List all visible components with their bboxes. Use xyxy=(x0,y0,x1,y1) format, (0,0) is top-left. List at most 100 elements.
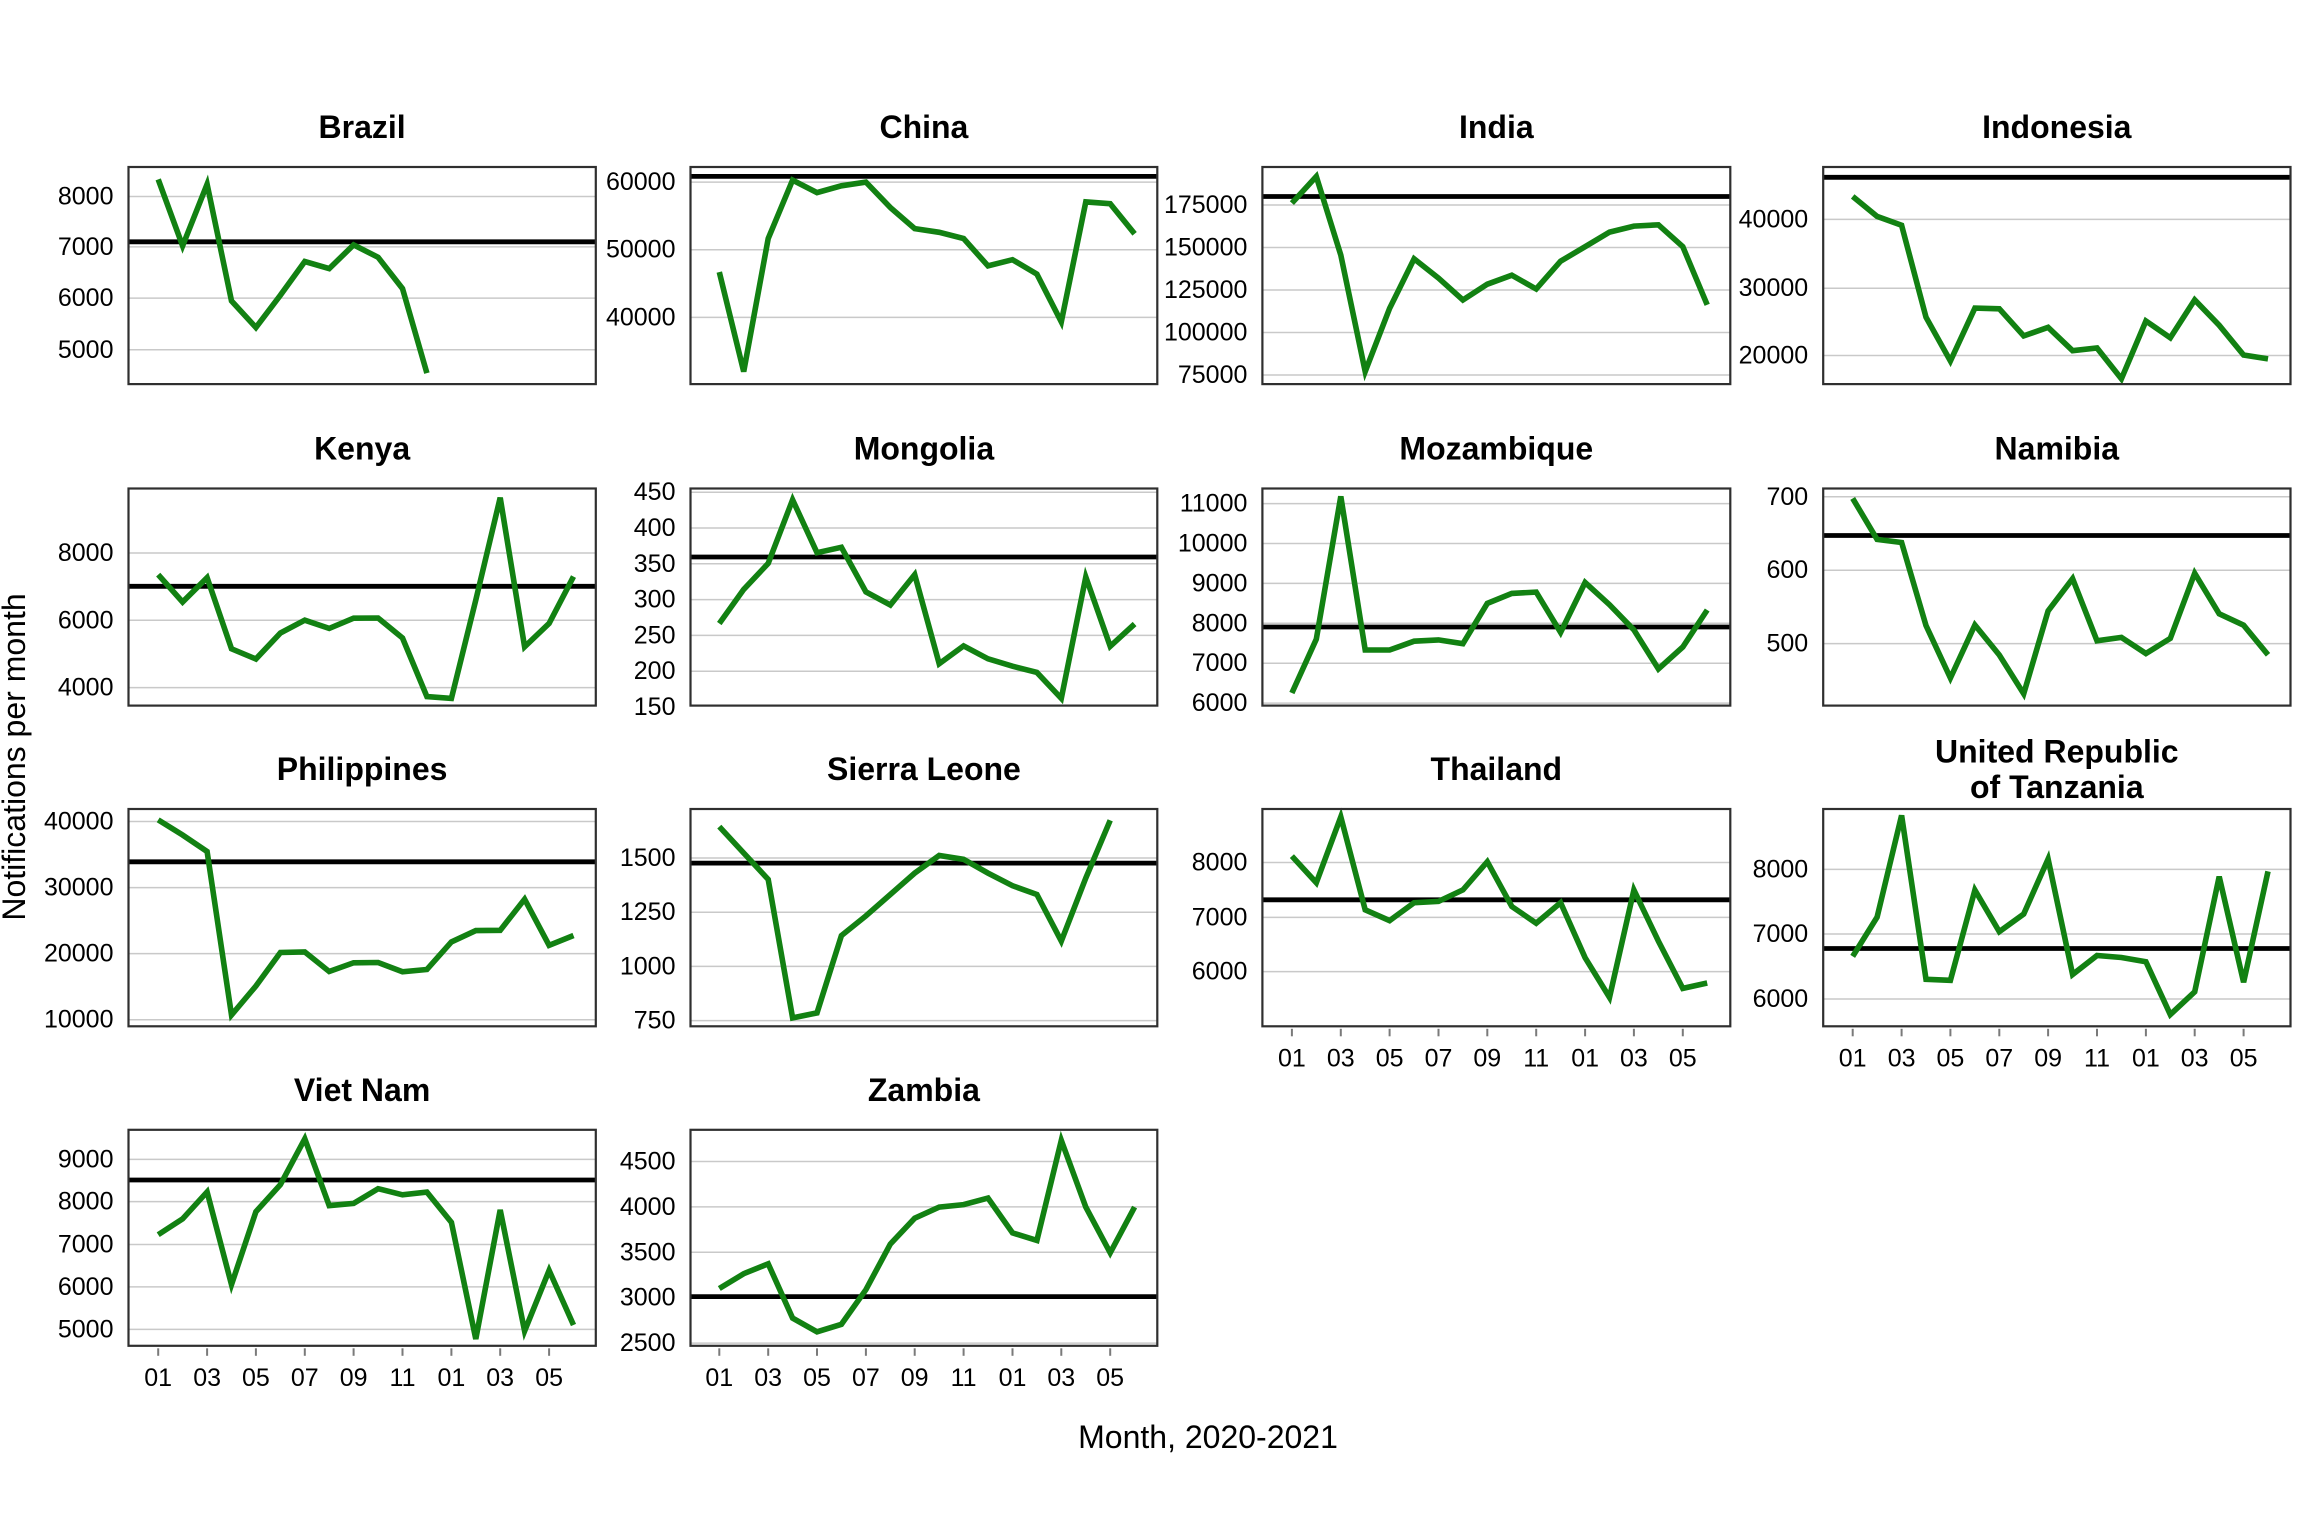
svg-text:7000: 7000 xyxy=(1753,920,1809,948)
svg-text:01: 01 xyxy=(1571,1045,1599,1073)
svg-text:03: 03 xyxy=(2181,1045,2209,1073)
svg-text:1500: 1500 xyxy=(620,844,676,872)
svg-text:Namibia: Namibia xyxy=(1995,431,2120,467)
svg-text:7000: 7000 xyxy=(1192,649,1248,677)
svg-text:05: 05 xyxy=(242,1364,270,1392)
svg-text:175000: 175000 xyxy=(1164,191,1247,219)
svg-text:150000: 150000 xyxy=(1164,234,1247,262)
svg-text:01: 01 xyxy=(2132,1045,2160,1073)
svg-text:01: 01 xyxy=(437,1364,465,1392)
svg-text:11: 11 xyxy=(951,1364,977,1392)
svg-text:8000: 8000 xyxy=(1753,855,1809,883)
svg-text:50000: 50000 xyxy=(606,236,676,264)
svg-text:03: 03 xyxy=(1327,1045,1355,1073)
svg-text:01: 01 xyxy=(144,1364,172,1392)
svg-text:6000: 6000 xyxy=(1192,958,1248,986)
svg-text:8000: 8000 xyxy=(58,539,114,567)
svg-text:6000: 6000 xyxy=(58,1273,114,1301)
svg-text:150: 150 xyxy=(634,693,676,721)
svg-text:250: 250 xyxy=(634,621,676,649)
svg-text:11: 11 xyxy=(390,1364,416,1392)
svg-text:11: 11 xyxy=(2084,1045,2110,1073)
svg-text:7000: 7000 xyxy=(58,233,114,261)
svg-text:300: 300 xyxy=(634,586,676,614)
svg-text:8000: 8000 xyxy=(1192,849,1248,877)
svg-text:75000: 75000 xyxy=(1178,361,1248,389)
svg-text:30000: 30000 xyxy=(1739,274,1809,302)
svg-text:01: 01 xyxy=(999,1364,1027,1392)
svg-text:8000: 8000 xyxy=(58,183,114,211)
svg-text:05: 05 xyxy=(1096,1364,1124,1392)
svg-text:4500: 4500 xyxy=(620,1148,676,1176)
svg-text:20000: 20000 xyxy=(1739,342,1809,370)
svg-text:6000: 6000 xyxy=(1753,985,1809,1013)
svg-text:Zambia: Zambia xyxy=(868,1072,980,1108)
svg-text:China: China xyxy=(879,109,968,145)
svg-text:2500: 2500 xyxy=(620,1329,676,1357)
svg-text:11: 11 xyxy=(1523,1045,1549,1073)
svg-text:10000: 10000 xyxy=(1178,530,1248,558)
svg-text:40000: 40000 xyxy=(1739,205,1809,233)
svg-text:09: 09 xyxy=(2034,1045,2062,1073)
svg-text:01: 01 xyxy=(1278,1045,1306,1073)
svg-text:750: 750 xyxy=(634,1007,676,1035)
svg-text:07: 07 xyxy=(1425,1045,1453,1073)
svg-text:3000: 3000 xyxy=(620,1284,676,1312)
svg-text:3500: 3500 xyxy=(620,1238,676,1266)
svg-text:03: 03 xyxy=(1620,1045,1648,1073)
svg-text:05: 05 xyxy=(535,1364,563,1392)
svg-text:05: 05 xyxy=(803,1364,831,1392)
svg-text:11000: 11000 xyxy=(1180,490,1248,518)
svg-text:20000: 20000 xyxy=(44,940,114,968)
svg-text:Indonesia: Indonesia xyxy=(1982,109,2132,145)
svg-text:4000: 4000 xyxy=(58,674,114,702)
svg-text:1000: 1000 xyxy=(620,952,676,980)
svg-text:07: 07 xyxy=(852,1364,880,1392)
svg-text:09: 09 xyxy=(340,1364,368,1392)
svg-text:03: 03 xyxy=(193,1364,221,1392)
svg-text:Philippines: Philippines xyxy=(277,751,448,787)
svg-text:9000: 9000 xyxy=(1192,569,1248,597)
svg-text:05: 05 xyxy=(1376,1045,1404,1073)
svg-text:4000: 4000 xyxy=(620,1193,676,1221)
svg-text:6000: 6000 xyxy=(1192,689,1248,717)
svg-text:400: 400 xyxy=(634,514,676,542)
svg-text:of Tanzania: of Tanzania xyxy=(1970,769,2144,805)
svg-text:01: 01 xyxy=(705,1364,733,1392)
svg-text:Mozambique: Mozambique xyxy=(1399,431,1593,467)
svg-text:India: India xyxy=(1459,109,1534,145)
svg-text:Kenya: Kenya xyxy=(314,431,410,467)
svg-text:09: 09 xyxy=(901,1364,929,1392)
svg-text:8000: 8000 xyxy=(1192,609,1248,637)
svg-text:7000: 7000 xyxy=(1192,903,1248,931)
svg-text:9000: 9000 xyxy=(58,1145,114,1173)
svg-text:Thailand: Thailand xyxy=(1431,751,1563,787)
svg-text:5000: 5000 xyxy=(58,1315,114,1343)
svg-text:600: 600 xyxy=(1766,556,1808,584)
svg-text:03: 03 xyxy=(1047,1364,1075,1392)
svg-text:07: 07 xyxy=(291,1364,319,1392)
svg-text:6000: 6000 xyxy=(58,606,114,634)
svg-text:450: 450 xyxy=(634,478,676,506)
svg-text:40000: 40000 xyxy=(606,303,676,331)
svg-text:100000: 100000 xyxy=(1164,319,1247,347)
svg-text:05: 05 xyxy=(1669,1045,1697,1073)
svg-text:Viet Nam: Viet Nam xyxy=(294,1072,430,1108)
svg-text:7000: 7000 xyxy=(58,1231,114,1259)
svg-text:Sierra Leone: Sierra Leone xyxy=(827,751,1021,787)
svg-text:200: 200 xyxy=(634,657,676,685)
svg-text:Month, 2020-2021: Month, 2020-2021 xyxy=(1078,1419,1338,1455)
svg-text:05: 05 xyxy=(2230,1045,2258,1073)
svg-text:5000: 5000 xyxy=(58,336,114,364)
svg-text:03: 03 xyxy=(754,1364,782,1392)
svg-text:60000: 60000 xyxy=(606,168,676,196)
svg-text:700: 700 xyxy=(1766,483,1808,511)
svg-text:Mongolia: Mongolia xyxy=(854,431,995,467)
svg-text:500: 500 xyxy=(1766,630,1808,658)
svg-text:United Republic: United Republic xyxy=(1935,734,2179,770)
svg-text:8000: 8000 xyxy=(58,1188,114,1216)
svg-text:1250: 1250 xyxy=(620,898,676,926)
svg-text:10000: 10000 xyxy=(44,1006,114,1034)
svg-text:03: 03 xyxy=(1888,1045,1916,1073)
svg-text:03: 03 xyxy=(486,1364,514,1392)
